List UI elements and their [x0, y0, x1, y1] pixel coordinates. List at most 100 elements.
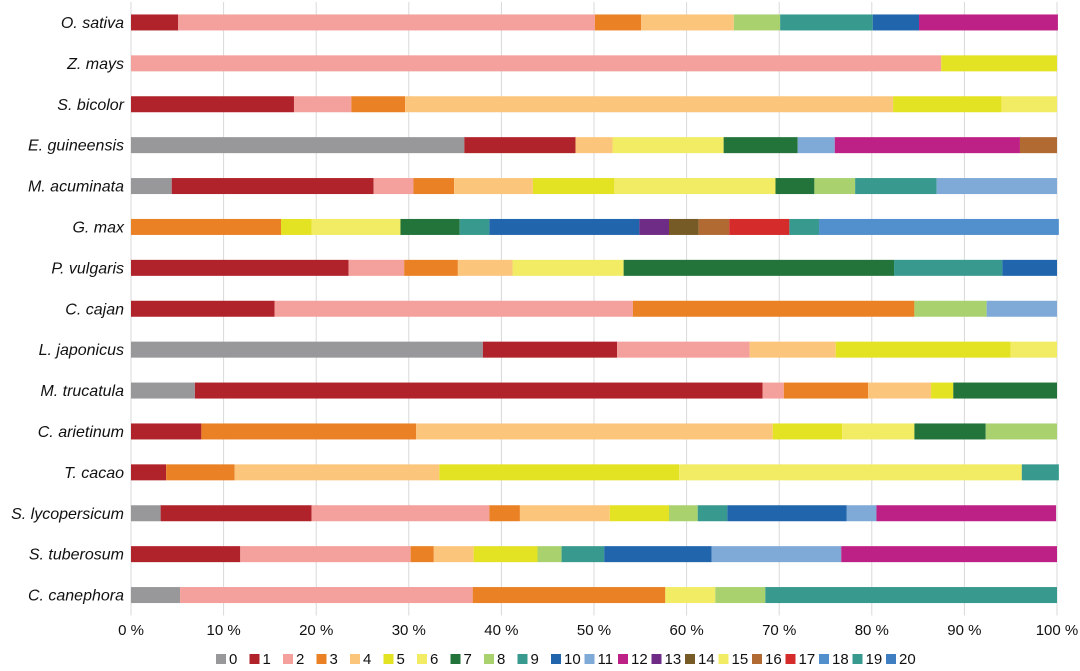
- bar-segment: [669, 218, 699, 235]
- legend-swatch: [819, 654, 829, 664]
- bar-segment: [171, 178, 374, 195]
- category-label: C. cajan: [65, 301, 124, 318]
- bar-segment: [201, 423, 417, 440]
- bar-segment: [835, 341, 1011, 358]
- bar-segment: [931, 382, 954, 399]
- bar-segment: [723, 137, 798, 154]
- bar-segment: [819, 218, 1059, 235]
- bar-segment: [893, 96, 1002, 113]
- legend-label: 4: [363, 651, 371, 668]
- bar-segment: [131, 546, 241, 563]
- legend-swatch: [283, 654, 293, 664]
- bar-segment: [131, 300, 275, 317]
- legend-label: 17: [799, 651, 816, 668]
- legend-swatch: [383, 654, 394, 664]
- x-tick-label: 30 %: [392, 622, 426, 639]
- bar-segment: [1002, 259, 1057, 276]
- bar-segment: [400, 218, 460, 235]
- bar-segment: [537, 546, 562, 563]
- bar-segment: [1019, 137, 1057, 154]
- bar-segment: [814, 178, 856, 195]
- bar-segment: [459, 218, 490, 235]
- category-label: S. tuberosum: [29, 547, 124, 564]
- legend-label: 2: [296, 651, 304, 668]
- category-label: S. lycopersicum: [11, 506, 124, 523]
- bar-segment: [482, 341, 618, 358]
- legend-swatch: [752, 654, 762, 664]
- legend-label: 5: [397, 651, 405, 668]
- bar-segment: [131, 96, 294, 113]
- category-label: C. arietinum: [38, 424, 124, 441]
- bar-segment: [131, 178, 172, 195]
- legend-swatch: [450, 654, 461, 664]
- legend-label: 0: [229, 651, 237, 668]
- bar-segment: [348, 259, 405, 276]
- x-tick-label: 20 %: [299, 622, 333, 639]
- bar-segment: [131, 587, 181, 604]
- category-label: M. acuminata: [28, 179, 124, 196]
- bar-segment: [617, 341, 750, 358]
- bar-segment: [841, 546, 1057, 563]
- x-tick-label: 100 %: [1036, 622, 1079, 639]
- legend-label: 20: [899, 651, 916, 668]
- bar-segment: [489, 505, 520, 522]
- bar-segment: [749, 341, 836, 358]
- bar-segment: [166, 464, 235, 481]
- bar-segment: [234, 464, 440, 481]
- bar-segment: [669, 505, 698, 522]
- category-label: G. max: [72, 219, 125, 236]
- bar-segment: [914, 300, 987, 317]
- bar-segment: [733, 14, 781, 31]
- bar-segment: [131, 55, 942, 72]
- bar-segment: [641, 14, 734, 31]
- legend-label: 14: [698, 651, 715, 668]
- legend-swatch: [316, 654, 327, 664]
- legend-label: 18: [832, 651, 849, 668]
- bar-segment: [1001, 96, 1057, 113]
- bar-segment: [842, 423, 915, 440]
- bar-segment: [855, 178, 937, 195]
- bar-segment: [281, 218, 312, 235]
- bar-segment: [131, 464, 167, 481]
- bar-segment: [413, 178, 455, 195]
- bar-segment: [609, 505, 670, 522]
- bar-segment: [639, 218, 670, 235]
- legend-swatch: [551, 654, 561, 664]
- legend-swatch: [785, 654, 796, 664]
- category-label: L. japonicus: [39, 342, 124, 359]
- bar-segment: [632, 300, 915, 317]
- x-tick-label: 10 %: [206, 622, 240, 639]
- bar-segment: [473, 546, 538, 563]
- bar-segment: [351, 96, 406, 113]
- legend-swatch: [852, 654, 863, 664]
- bar-segment: [914, 423, 986, 440]
- x-tick-label: 80 %: [855, 622, 889, 639]
- bar-segment: [404, 259, 458, 276]
- legend-swatch: [216, 654, 226, 664]
- x-tick-label: 70 %: [762, 622, 796, 639]
- bar-segment: [729, 218, 790, 235]
- legend-label: 8: [497, 651, 505, 668]
- bar-segment: [131, 259, 349, 276]
- legend-swatch: [886, 654, 896, 664]
- bar-segment: [783, 382, 869, 399]
- category-label: C. canephora: [28, 588, 124, 605]
- bar-segment: [178, 14, 595, 31]
- bar-segment: [834, 137, 1020, 154]
- bar-segment: [439, 464, 680, 481]
- bar-segment: [519, 505, 610, 522]
- bar-segment: [416, 423, 773, 440]
- bar-segment: [872, 14, 920, 31]
- bar-segment: [454, 178, 533, 195]
- legend-swatch: [350, 654, 360, 664]
- bar-segment: [240, 546, 411, 563]
- bar-segment: [131, 14, 179, 31]
- x-tick-label: 0 %: [118, 622, 144, 639]
- legend-label: 15: [732, 651, 749, 668]
- bar-segment: [594, 14, 642, 31]
- bar-segment: [715, 587, 766, 604]
- bar-segment: [561, 546, 605, 563]
- bar-segment: [762, 382, 784, 399]
- bar-segment: [612, 137, 724, 154]
